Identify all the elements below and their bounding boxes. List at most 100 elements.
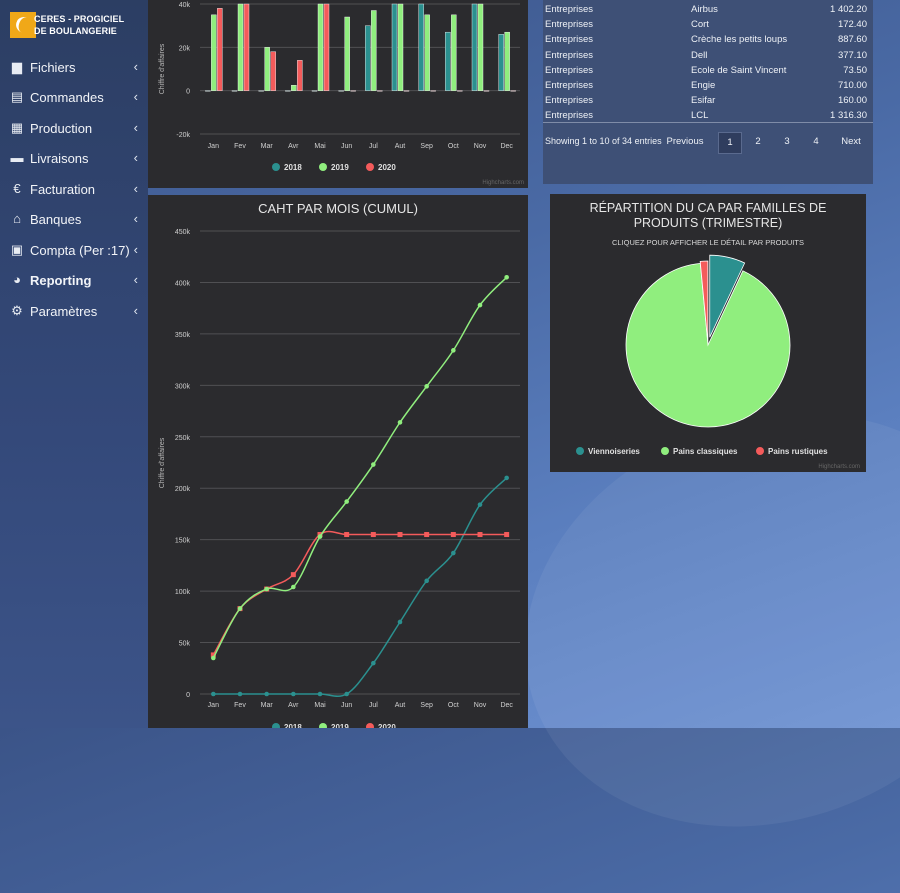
cell-type: Entreprises: [545, 49, 594, 61]
data-point-2018: [397, 619, 403, 625]
app-logo[interactable]: CERES - PROGICIEL DE BOULANGERIE: [10, 12, 140, 40]
y-tick-label: 0: [186, 692, 190, 699]
x-tick-label: Jul: [369, 702, 378, 709]
bar-2019: [451, 14, 457, 91]
chevron-left-icon: ‹: [133, 89, 138, 104]
pagination-info: Showing 1 to 10 of 34 entries: [545, 136, 662, 146]
chart-title-line1: RÉPARTITION DU CA PAR FAMILLES DE: [590, 200, 827, 215]
sidebar-item-livraisons[interactable]: ▬ Livraisons ‹: [0, 143, 148, 173]
sidebar-item-compta[interactable]: ▣ Compta (Per :17) ‹: [0, 235, 148, 265]
sidebar-item-fichiers[interactable]: ▆ Fichiers ‹: [0, 52, 148, 82]
y-tick-label: 350k: [175, 332, 191, 339]
bar-2020: [217, 8, 223, 91]
cell-type: Entreprises: [545, 110, 594, 122]
pagination-page-2[interactable]: 2: [755, 136, 761, 147]
data-point-2019: [264, 586, 269, 592]
pagination-next[interactable]: Next: [841, 136, 861, 147]
x-tick-label: Aut: [395, 143, 406, 150]
cell-type: Entreprises: [545, 34, 594, 46]
bar-2020: [243, 3, 250, 91]
y-tick-label: 200k: [175, 486, 191, 493]
cell-amount: 160.00: [837, 95, 867, 107]
x-tick-label: Avr: [288, 143, 299, 150]
pie-slice-pains-rustiques: [699, 260, 709, 344]
data-point-2019: [451, 348, 456, 353]
x-tick-label: Jun: [341, 143, 352, 150]
data-point-2019: [344, 499, 349, 504]
cell-client: Cort: [691, 19, 709, 31]
sidebar-item-label: Banques: [30, 212, 82, 227]
data-point-2020: [210, 652, 216, 658]
cell-client: Engie: [691, 80, 716, 91]
x-tick-label: Mar: [261, 143, 274, 150]
cell-type: Entreprises: [545, 80, 594, 91]
sidebar-item-label: Compta (Per :17): [30, 243, 130, 258]
legend-label-2020: 2020: [378, 723, 396, 728]
chart-title-line2: PRODUITS (TRIMESTRE): [634, 216, 783, 230]
x-tick-label: Dec: [500, 702, 513, 709]
bank-icon: ⌂: [13, 211, 21, 226]
factory-icon: ▦: [10, 120, 24, 135]
y-axis-label: Chiffre d'affaires: [159, 437, 166, 488]
data-point-2020: [290, 572, 296, 578]
legend-marker-2019: [319, 163, 327, 171]
table-row[interactable]: Entreprises LCL 1 316.30: [543, 108, 873, 123]
data-point-2020: [424, 532, 430, 538]
chevron-left-icon: ‹: [133, 59, 138, 74]
table-row[interactable]: Entreprises Cort 172.40: [543, 17, 873, 32]
bar-2018: [365, 25, 371, 91]
data-point-2019: [424, 384, 429, 389]
data-point-2020: [397, 532, 403, 538]
bar-2018: [418, 3, 424, 91]
table-row[interactable]: Entreprises Airbus 1 402.20: [543, 2, 873, 17]
sidebar-item-reporting[interactable]: ◕ Reporting ‹: [0, 265, 148, 295]
sidebar-item-commandes[interactable]: ▤ Commandes ‹: [0, 82, 148, 112]
sidebar-item-production[interactable]: ▦ Production ‹: [0, 113, 148, 143]
cell-amount: 710.00: [837, 80, 867, 91]
folder-icon: ▆: [12, 59, 22, 74]
legend-marker-pains-classiques: [661, 447, 669, 455]
chevron-left-icon: ‹: [133, 150, 138, 165]
y-tick-label: 50k: [179, 641, 191, 648]
sidebar-item-parametres[interactable]: ⚙ Paramètres ‹: [0, 296, 148, 326]
table-panel: Entreprises Airbus 1 402.20 Entreprises Cort…: [543, 0, 873, 184]
bar-chart: 40k 20k 0 -20k Chiffre d'affaires Jan Fev Mar Av…: [159, 2, 524, 186]
sidebar-item-banques[interactable]: ⌂ Banques ‹: [0, 204, 148, 234]
table-divider: [543, 122, 873, 123]
cell-type: Entreprises: [545, 95, 594, 107]
x-tick-label: Oct: [448, 702, 459, 709]
data-point-2018: [344, 691, 349, 697]
data-point-2019: [504, 275, 509, 280]
table-row[interactable]: Entreprises Crèche les petits loups 887.60: [543, 32, 873, 47]
legend-label-2020: 2020: [378, 163, 396, 172]
pagination-page-4[interactable]: 4: [813, 136, 819, 147]
table-row[interactable]: Entreprises Engie 710.00: [543, 78, 873, 93]
legend-label-viennoiseries: Viennoiseries: [588, 447, 640, 456]
credits-text: Highcharts.com: [482, 180, 524, 186]
bar-2018: [258, 90, 264, 92]
x-tick-label: Aut: [395, 702, 406, 709]
bar-2020: [483, 90, 490, 92]
cell-amount: 172.40: [837, 19, 867, 31]
data-point-2019: [477, 302, 483, 308]
data-point-2020: [450, 532, 456, 538]
x-tick-label: Jan: [208, 702, 219, 709]
bar-2018: [311, 90, 318, 92]
pagination-page-1[interactable]: 1: [718, 132, 742, 154]
data-point-2018: [237, 691, 243, 697]
table-row[interactable]: Entreprises Esifar 160.00: [543, 93, 873, 108]
bar-2020: [510, 90, 516, 92]
bar-2019: [237, 3, 244, 91]
pagination-page-3[interactable]: 3: [784, 136, 790, 147]
sidebar-item-facturation[interactable]: € Facturation ‹: [0, 174, 148, 204]
table-row[interactable]: Entreprises Ecole de Saint Vincent 73.50: [543, 63, 873, 78]
pagination-previous[interactable]: Previous: [666, 136, 704, 147]
y-tick-label: 400k: [175, 280, 191, 287]
data-point-2018: [291, 691, 296, 697]
table-row[interactable]: Entreprises Dell 377.10: [543, 48, 873, 63]
cell-client: Crèche les petits loups: [691, 34, 788, 46]
logo-text-line2: DE BOULANGERIE: [34, 26, 117, 36]
y-tick-label: 300k: [175, 383, 191, 390]
book-icon: ▤: [10, 89, 24, 104]
x-tick-label: Dec: [500, 143, 513, 150]
